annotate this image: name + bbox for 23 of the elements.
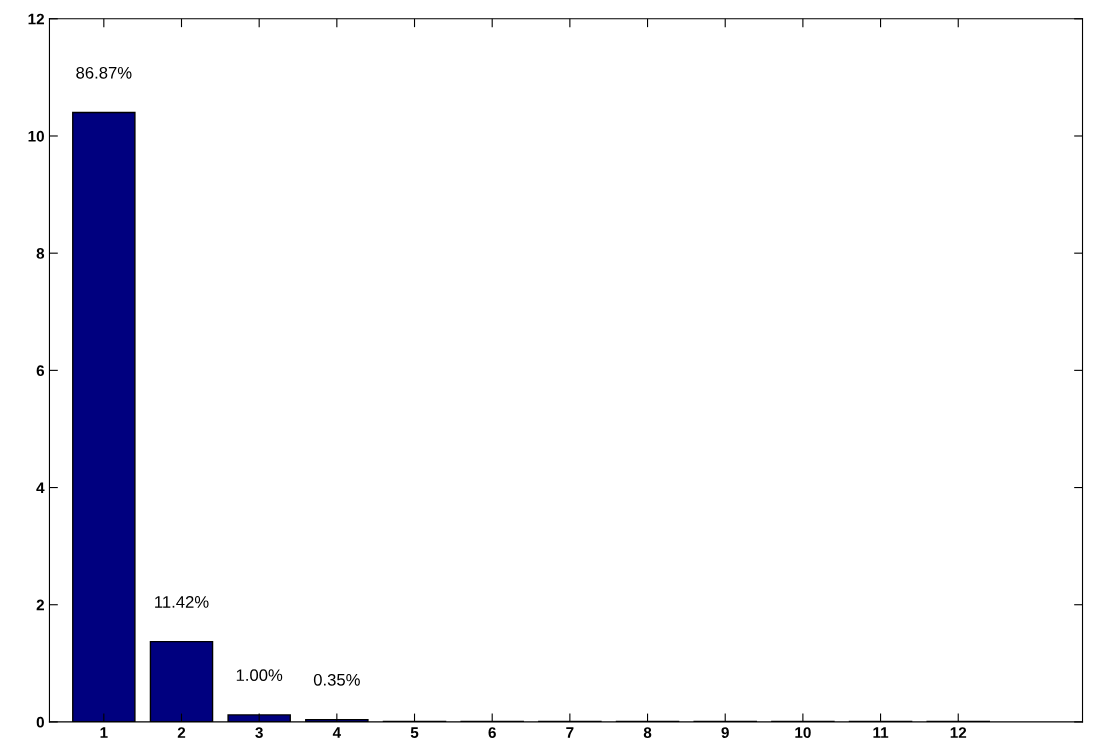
x-tick-label: 6 <box>488 727 496 738</box>
y-tick-label: 12 <box>28 13 44 25</box>
x-tick-label: 11 <box>873 727 889 738</box>
annotation: 0.35% <box>313 673 360 686</box>
annotation: 11.42% <box>155 596 209 608</box>
x-tick-label: 2 <box>177 727 186 738</box>
x-tick-label: 4 <box>332 727 342 738</box>
x-tick-label: 10 <box>795 727 811 738</box>
x-tick-label: 3 <box>255 727 263 739</box>
y-tick-label: 6 <box>36 365 45 377</box>
y-tick-label: 4 <box>36 482 45 494</box>
x-tick-label: 9 <box>721 727 729 738</box>
x-tick-label: 8 <box>643 727 652 738</box>
x-tick-label: 7 <box>566 727 574 738</box>
y-tick-label: 0 <box>36 716 44 728</box>
y-tick-label: 10 <box>28 130 44 142</box>
x-tick-label: 5 <box>410 727 419 738</box>
y-tick-label: 8 <box>36 248 45 259</box>
annotation: 86.87% <box>76 66 132 79</box>
x-tick-label: 1 <box>100 727 108 738</box>
y-tick-label: 2 <box>36 599 44 611</box>
annotation: 1.00% <box>236 669 283 682</box>
x-tick-label: 12 <box>950 727 967 738</box>
